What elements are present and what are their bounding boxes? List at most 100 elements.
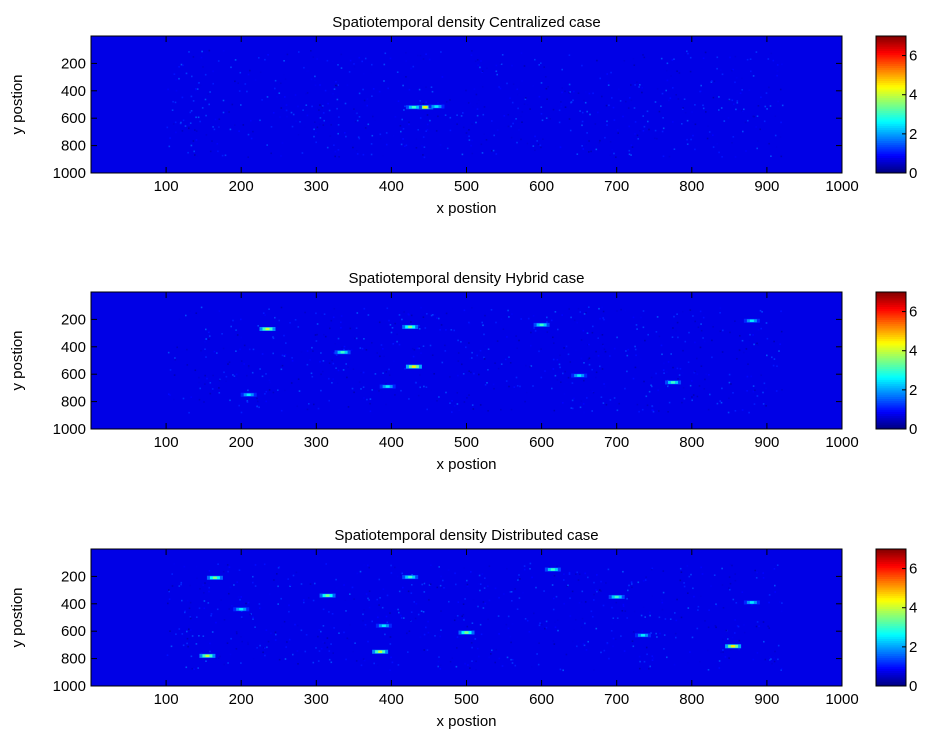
colorbar-segment	[876, 426, 906, 430]
speckle-cell	[631, 586, 633, 589]
hotspot	[533, 322, 550, 327]
speckle-cell	[507, 627, 510, 630]
speckle-cell	[322, 641, 324, 643]
speckle-cell	[606, 124, 608, 126]
speckle-cell	[575, 573, 577, 575]
speckle-cell	[478, 99, 480, 102]
colorbar-segment	[876, 632, 906, 636]
speckle-cell	[601, 306, 603, 309]
speckle-cell	[559, 668, 562, 671]
speckle-cell	[642, 115, 644, 117]
speckle-cell	[523, 65, 526, 67]
speckle-cell	[543, 590, 545, 592]
speckle-cell	[461, 363, 463, 366]
speckle-cell	[205, 328, 207, 331]
speckle-cell	[358, 56, 361, 59]
speckle-cell	[634, 121, 637, 123]
speckle-cell	[427, 620, 429, 623]
speckle-cell	[402, 586, 404, 589]
speckle-cell	[324, 335, 327, 338]
speckle-cell	[319, 117, 322, 119]
colorbar-segment	[876, 375, 906, 379]
speckle-cell	[548, 592, 550, 594]
speckle-cell	[573, 628, 575, 631]
speckle-cell	[259, 71, 262, 74]
speckle-cell	[683, 585, 686, 588]
speckle-cell	[362, 619, 364, 622]
speckle-cell	[169, 137, 171, 139]
speckle-cell	[764, 105, 767, 108]
speckle-cell	[333, 352, 336, 354]
speckle-cell	[594, 123, 597, 125]
speckle-cell	[457, 618, 459, 621]
speckle-cell	[700, 564, 702, 566]
speckle-cell	[667, 411, 669, 413]
speckle-cell	[365, 626, 368, 629]
speckle-cell	[632, 645, 635, 648]
speckle-cell	[276, 96, 278, 98]
speckle-cell	[595, 371, 598, 374]
speckle-cell	[593, 599, 595, 601]
speckle-cell	[627, 107, 630, 109]
speckle-cell	[471, 351, 473, 354]
speckle-cell	[325, 563, 327, 565]
speckle-cell	[203, 607, 206, 610]
speckle-cell	[530, 344, 532, 347]
speckle-cell	[462, 126, 465, 129]
speckle-cell	[532, 385, 534, 387]
speckle-cell	[313, 347, 316, 350]
speckle-cell	[460, 115, 463, 117]
speckle-cell	[422, 58, 425, 60]
speckle-cell	[763, 640, 765, 643]
speckle-cell	[239, 348, 241, 351]
speckle-cell	[410, 314, 413, 317]
speckle-cell	[752, 385, 755, 387]
speckle-cell	[270, 126, 273, 128]
colorbar-segment	[876, 36, 906, 39]
speckle-cell	[532, 145, 535, 147]
speckle-cell	[585, 649, 588, 651]
speckle-cell	[780, 667, 783, 670]
speckle-cell	[734, 81, 736, 84]
chart-title: Spatiotemporal density Hybrid case	[349, 270, 585, 287]
colorbar-segment	[876, 638, 906, 642]
hotspot-core	[411, 106, 416, 109]
speckle-cell	[344, 102, 347, 105]
speckle-cell	[662, 127, 665, 130]
colorbar-segment	[876, 106, 906, 110]
speckle-cell	[690, 573, 692, 576]
speckle-cell	[268, 379, 271, 381]
speckle-cell	[358, 116, 361, 118]
speckle-cell	[292, 574, 295, 577]
speckle-cell	[510, 591, 513, 593]
speckle-cell	[609, 355, 611, 357]
speckle-cell	[773, 657, 775, 659]
speckle-cell	[246, 401, 249, 403]
speckle-cell	[340, 321, 342, 324]
speckle-cell	[515, 118, 517, 120]
speckle-cell	[434, 635, 436, 637]
speckle-cell	[322, 608, 325, 611]
speckle-cell	[261, 375, 264, 378]
speckle-cell	[369, 398, 372, 400]
speckle-cell	[169, 630, 171, 632]
colorbar-segment	[876, 140, 906, 144]
speckle-cell	[598, 307, 600, 310]
speckle-cell	[379, 355, 381, 358]
speckle-cell	[390, 564, 392, 567]
speckle-cell	[779, 136, 782, 138]
speckle-cell	[181, 599, 183, 602]
speckle-cell	[343, 345, 346, 348]
speckle-cell	[456, 636, 459, 638]
speckle-cell	[694, 331, 696, 333]
speckle-cell	[471, 622, 474, 624]
speckle-cell	[596, 590, 598, 593]
speckle-cell	[333, 627, 335, 629]
speckle-cell	[544, 76, 547, 78]
speckle-cell	[609, 399, 612, 401]
speckle-cell	[408, 121, 410, 124]
speckle-cell	[514, 664, 517, 667]
colorbar-segment	[876, 91, 906, 95]
speckle-cell	[280, 82, 282, 85]
speckle-cell	[487, 618, 489, 621]
